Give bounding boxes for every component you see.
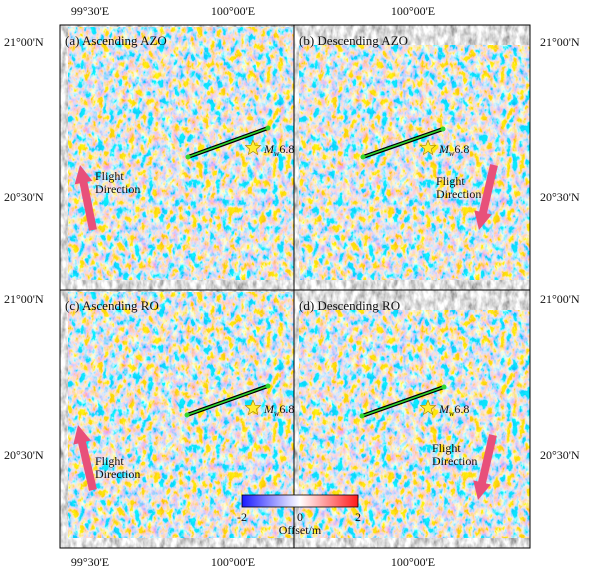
epicenter-star: [419, 399, 437, 416]
y-tick-label: 20°30'N: [4, 448, 44, 462]
fault-end: [360, 154, 366, 160]
y-tick-label: 21°00'N: [540, 35, 580, 49]
fault-end: [185, 154, 191, 160]
fault-end: [441, 384, 447, 390]
x-tick-label: 100°00'E: [391, 555, 435, 569]
fault-trace: [362, 128, 444, 158]
x-tick-label: 99°30'E: [71, 555, 109, 569]
x-tick-label: 100°00'E: [211, 555, 255, 569]
flight-label: Flight: [95, 454, 124, 468]
panel-label: (a) Ascending AZO: [65, 33, 167, 48]
colorbar-tick-label: 2: [355, 510, 361, 524]
colorbar: [241, 494, 359, 508]
fault-end: [359, 413, 365, 419]
flight-label: Flight: [432, 441, 461, 455]
y-tick-label: 20°30'N: [540, 190, 580, 204]
magnitude-value: 6.8: [454, 142, 469, 156]
magnitude-label: Mw6.8: [438, 142, 469, 158]
colorbar-tick-label: -2: [237, 510, 247, 524]
panel-label: (d) Descending RO: [299, 298, 400, 313]
flight-label: Direction: [436, 187, 481, 201]
magnitude-symbol: M: [263, 142, 275, 156]
magnitude-label: Mw6.8: [263, 402, 294, 418]
x-tick-label: 100°00'E: [391, 4, 435, 18]
epicenter-star: [244, 139, 262, 156]
y-tick-label: 21°00'N: [540, 292, 580, 306]
epicenter-star: [419, 139, 437, 156]
magnitude-subscript: w: [449, 149, 455, 158]
offset-field: [68, 292, 294, 538]
flight-arrow: [74, 165, 97, 231]
magnitude-value: 6.8: [279, 142, 294, 156]
magnitude-subscript: w: [274, 409, 280, 418]
magnitude-value: 6.8: [454, 402, 469, 416]
magnitude-value: 6.8: [279, 402, 294, 416]
colorbar-label: Offset/m: [279, 523, 322, 537]
magnitude-subscript: w: [274, 149, 280, 158]
flight-label: Flight: [95, 169, 124, 183]
magnitude-label: Mw6.8: [438, 402, 469, 418]
flight-arrow: [474, 164, 498, 230]
fault-trace: [186, 385, 269, 416]
fault-end: [184, 412, 190, 418]
y-tick-label: 21°00'N: [4, 35, 44, 49]
panel-label: (c) Ascending RO: [65, 298, 159, 313]
offset-field: [68, 27, 294, 280]
x-tick-label: 100°00'E: [211, 4, 255, 18]
x-tick-label: 99°30'E: [71, 4, 109, 18]
flight-label: Direction: [95, 182, 140, 196]
magnitude-symbol: M: [438, 142, 450, 156]
y-tick-label: 21°00'N: [4, 292, 44, 306]
fault-trace: [187, 127, 269, 158]
y-tick-label: 20°30'N: [540, 448, 580, 462]
y-tick-label: 20°30'N: [4, 190, 44, 204]
flight-arrow: [473, 434, 497, 500]
flight-label: Flight: [436, 174, 465, 188]
magnitude-symbol: M: [263, 402, 275, 416]
panel-frame: [293, 289, 531, 549]
panel-label: (b) Descending AZO: [299, 33, 408, 48]
fault-trace: [361, 386, 445, 417]
flight-label: Direction: [95, 467, 140, 481]
colorbar-tick-label: 0: [297, 510, 303, 524]
magnitude-symbol: M: [438, 402, 450, 416]
epicenter-star: [244, 399, 262, 416]
magnitude-subscript: w: [449, 409, 455, 418]
magnitude-label: Mw6.8: [263, 142, 294, 158]
fault-end: [265, 125, 271, 131]
offset-field: [299, 45, 530, 280]
fault-end: [265, 383, 271, 389]
flight-label: Direction: [432, 454, 477, 468]
fault-end: [440, 126, 446, 132]
flight-arrow: [73, 425, 97, 491]
offset-field: [299, 310, 530, 538]
